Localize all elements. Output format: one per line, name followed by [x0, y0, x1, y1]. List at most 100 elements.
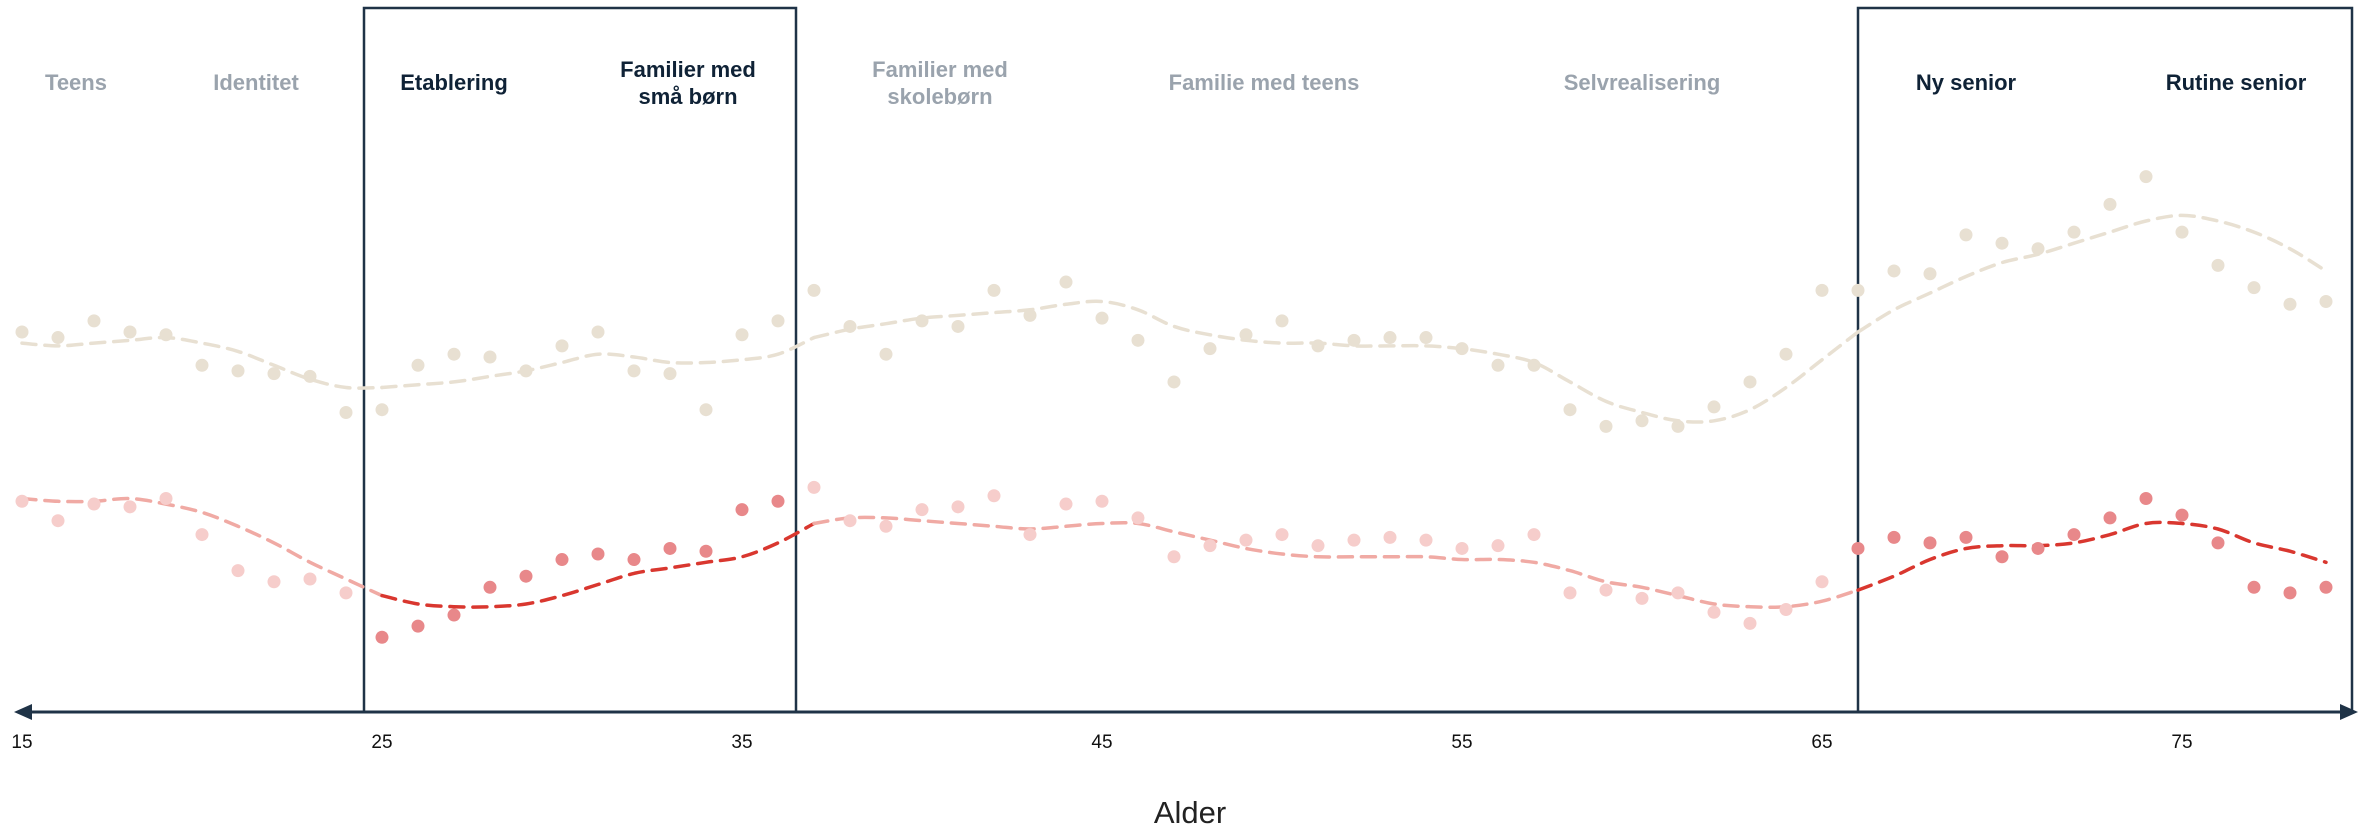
x-axis-title: Alder — [1154, 795, 1226, 830]
data-point — [2283, 297, 2297, 311]
data-point — [1275, 528, 1289, 542]
trend-line-beige — [812, 299, 1860, 424]
data-point — [1599, 419, 1613, 433]
data-point — [951, 319, 965, 333]
data-point — [87, 314, 101, 328]
series-beige — [15, 170, 2333, 433]
data-point — [1635, 414, 1649, 428]
data-point — [699, 544, 713, 558]
data-point — [1455, 342, 1469, 356]
data-point — [303, 572, 317, 586]
data-point — [807, 283, 821, 297]
data-point — [915, 314, 929, 328]
trend-line-beige — [20, 335, 384, 390]
data-point — [1311, 339, 1325, 353]
data-point — [1239, 533, 1253, 547]
data-point — [2247, 281, 2261, 295]
data-point — [555, 339, 569, 353]
x-axis-right-arrow — [2340, 704, 2358, 720]
data-point — [843, 514, 857, 528]
data-point — [2319, 294, 2333, 308]
data-point — [1635, 591, 1649, 605]
data-point — [2175, 225, 2189, 239]
data-point — [987, 283, 1001, 297]
phase-label-familier_smaa: små børn — [638, 84, 737, 109]
data-point — [2211, 536, 2225, 550]
data-point — [1455, 541, 1469, 555]
highlight-box-2 — [1856, 6, 2354, 714]
data-point — [1959, 530, 1973, 544]
data-point — [1095, 494, 1109, 508]
data-point — [699, 403, 713, 417]
data-point — [1779, 347, 1793, 361]
data-point — [159, 492, 173, 505]
data-point — [1383, 530, 1397, 544]
data-point — [1743, 616, 1757, 630]
data-point — [1671, 419, 1685, 433]
trend-line-red — [20, 496, 384, 598]
x-tick-label: 55 — [1451, 732, 1472, 753]
data-point — [555, 553, 569, 567]
data-point — [1563, 586, 1577, 600]
data-point — [2103, 511, 2117, 525]
data-point — [2211, 258, 2225, 272]
trend-line-red — [1856, 520, 2328, 592]
data-point — [663, 367, 677, 381]
data-point — [2067, 225, 2081, 239]
phase-label-familier_skole: skolebørn — [887, 84, 992, 109]
data-point — [447, 608, 461, 622]
data-point — [1059, 497, 1073, 511]
phase-label-familier_smaa: Familier med — [620, 57, 756, 82]
data-point — [1167, 550, 1181, 564]
data-point — [591, 325, 605, 339]
data-point — [771, 494, 785, 508]
data-point — [1779, 603, 1793, 616]
data-point — [411, 358, 425, 372]
data-point — [159, 328, 173, 342]
data-point — [1671, 586, 1685, 600]
data-point — [1383, 331, 1397, 345]
data-point — [591, 547, 605, 561]
data-point — [1851, 541, 1865, 555]
data-point — [1743, 375, 1757, 389]
series-layer — [15, 170, 2333, 644]
data-point — [15, 325, 29, 339]
data-point — [1995, 550, 2009, 564]
data-point — [1419, 533, 1433, 547]
data-point — [1491, 358, 1505, 372]
data-point — [339, 586, 353, 600]
data-point — [231, 564, 245, 578]
data-point — [1347, 533, 1361, 547]
data-point — [1995, 236, 2009, 250]
data-point — [951, 500, 965, 514]
data-point — [987, 489, 1001, 503]
data-point — [123, 500, 137, 514]
trend-line-beige — [380, 335, 816, 390]
data-point — [375, 403, 389, 417]
data-point — [123, 325, 137, 339]
data-point — [879, 519, 893, 533]
data-point — [1527, 528, 1541, 542]
data-point — [735, 328, 749, 342]
phase-label-teens: Teens — [45, 70, 107, 95]
phase-label-selvrealisering: Selvrealisering — [1564, 70, 1721, 95]
data-point — [375, 630, 389, 644]
phase-label-rutine_senior: Rutine senior — [2166, 70, 2307, 95]
data-point — [339, 405, 353, 419]
phase-label-familie_teens: Familie med teens — [1169, 70, 1360, 95]
trend-line-red — [380, 521, 816, 609]
x-tick-label: 75 — [2171, 732, 2192, 753]
data-point — [15, 494, 29, 508]
data-point — [2031, 242, 2045, 256]
data-point — [1851, 283, 1865, 297]
data-point — [843, 319, 857, 333]
data-point — [2247, 580, 2261, 594]
data-point — [303, 369, 317, 383]
data-point — [2283, 586, 2297, 600]
x-axis-left-arrow — [14, 704, 32, 720]
series-red — [15, 480, 2333, 644]
data-point — [1203, 539, 1217, 553]
data-point — [1131, 333, 1145, 347]
data-point — [1923, 536, 1937, 550]
